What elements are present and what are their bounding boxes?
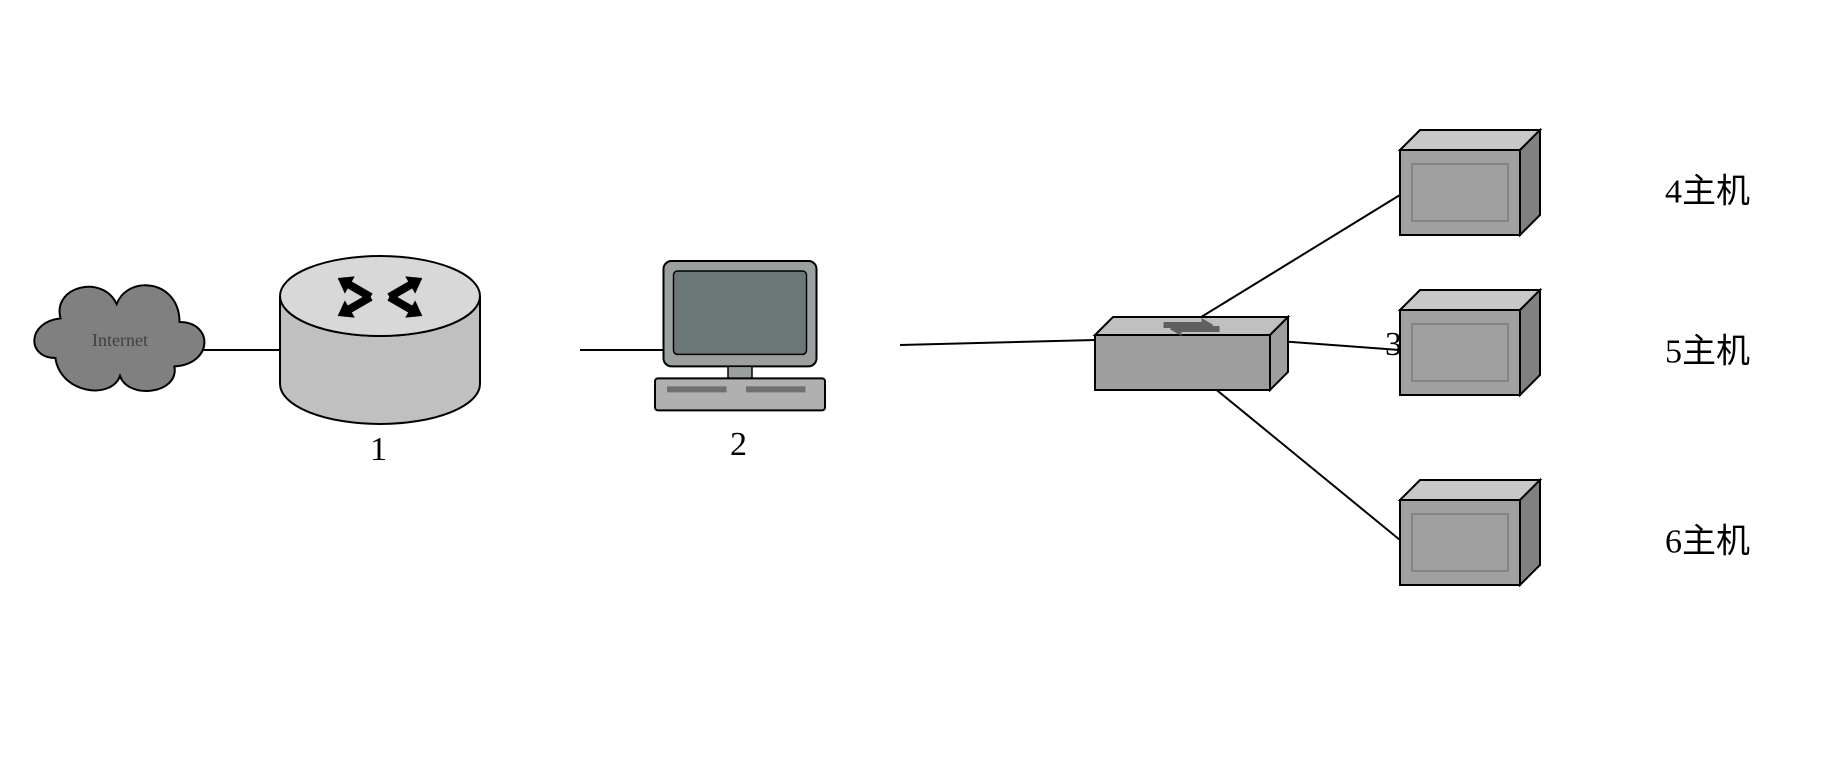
host-front (1400, 150, 1520, 235)
node-label: 1 (370, 431, 387, 468)
node-label: 4主机 (1665, 173, 1750, 211)
host-top (1400, 480, 1540, 500)
node-label: 2 (730, 426, 747, 463)
svg-layer: Internet1234主机5主机6主机 (0, 0, 1828, 754)
cloud-label: Internet (92, 330, 148, 350)
edge-pc-switch (900, 340, 1095, 345)
host-side (1520, 480, 1540, 585)
host-side (1520, 290, 1540, 395)
pc-screen (674, 271, 807, 354)
switch-front (1095, 335, 1270, 390)
diagram-canvas: Internet1234主机5主机6主机 (0, 0, 1828, 754)
pc-stand (728, 366, 752, 378)
pc-base (655, 378, 825, 410)
host-top (1400, 130, 1540, 150)
router-top (280, 256, 480, 336)
node-label: 6主机 (1665, 523, 1750, 561)
host-front (1400, 310, 1520, 395)
host-side (1520, 130, 1540, 235)
pc-slot (746, 386, 806, 392)
edge-switch-host4 (1180, 195, 1400, 330)
host-front (1400, 500, 1520, 585)
pc-slot (667, 386, 727, 392)
node-label: 5主机 (1665, 333, 1750, 371)
host-top (1400, 290, 1540, 310)
